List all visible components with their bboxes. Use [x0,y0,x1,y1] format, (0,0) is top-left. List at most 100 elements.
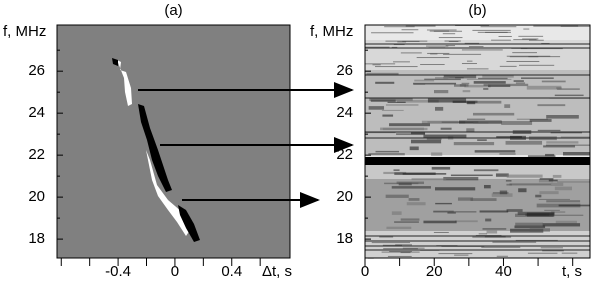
texture [434,90,449,94]
y-tick-label: 26 [336,62,353,79]
texture [397,41,407,43]
x-tick-label: 20 [426,263,443,280]
texture [483,184,491,189]
texture [560,136,590,138]
texture [370,99,396,102]
texture [518,188,527,193]
texture [550,132,582,134]
texture [384,182,419,185]
x-tick-label: 0 [361,263,369,280]
y-tick-label: 18 [336,230,353,247]
texture [472,112,515,116]
texture [561,252,578,254]
texture [448,211,477,213]
panel-a-frame [56,24,291,259]
texture [558,204,590,207]
texture [501,121,533,125]
texture [410,139,442,144]
texture [381,251,420,253]
texture [539,178,554,180]
texture [461,49,503,51]
texture [454,84,466,87]
texture [529,119,552,122]
texture [462,90,471,93]
texture [385,104,419,106]
texture [438,37,463,39]
texture [442,33,456,35]
texture [382,114,394,117]
texture [443,176,479,181]
texture [375,81,395,84]
texture [420,64,445,66]
texture [383,248,418,250]
texture [520,48,563,50]
texture [495,173,509,177]
texture [438,253,473,255]
texture [505,180,512,182]
texture [457,197,474,201]
texture [467,101,476,105]
x-tick-label: 0.4 [221,263,242,280]
texture [426,137,442,141]
texture [506,183,512,186]
texture [498,35,512,37]
texture [405,25,436,27]
texture [505,140,543,145]
texture [461,82,470,85]
texture [458,120,502,124]
texture [406,202,426,206]
texture [384,26,415,28]
texture [430,53,438,55]
texture [529,39,544,41]
texture [375,66,418,68]
texture [541,42,550,44]
texture [513,39,537,41]
texture [485,218,492,222]
texture [427,52,450,54]
texture [368,106,385,110]
texture [424,78,461,81]
texture [413,82,457,85]
texture [557,181,590,183]
texture [499,65,517,67]
texture [504,104,511,108]
texture [409,146,419,151]
texture [514,225,546,229]
texture [443,53,482,55]
texture [400,252,411,254]
texture [552,174,562,178]
texture [519,64,555,66]
texture [483,88,489,90]
texture [445,45,456,47]
texture [506,209,523,212]
texture [550,182,564,186]
texture [537,129,561,132]
texture [408,198,420,201]
texture [546,115,579,119]
x-tick-label: 40 [495,263,512,280]
texture [548,179,558,182]
texture [499,153,516,155]
texture [515,82,526,84]
texture [522,38,539,40]
texture [423,134,467,138]
texture [371,32,414,34]
texture [454,254,469,256]
texture [529,228,550,232]
texture [401,29,419,31]
texture [396,133,426,135]
texture [466,68,489,70]
texture [540,247,563,249]
texture [387,101,406,103]
texture [466,100,502,104]
texture [472,236,512,238]
texture [400,52,422,54]
texture [482,75,514,78]
y-tick-label: 24 [336,104,353,121]
texture [395,244,412,246]
texture [482,228,507,230]
texture [466,118,486,120]
texture [509,183,552,186]
y-tick-label: 24 [28,104,45,121]
texture [518,35,544,37]
